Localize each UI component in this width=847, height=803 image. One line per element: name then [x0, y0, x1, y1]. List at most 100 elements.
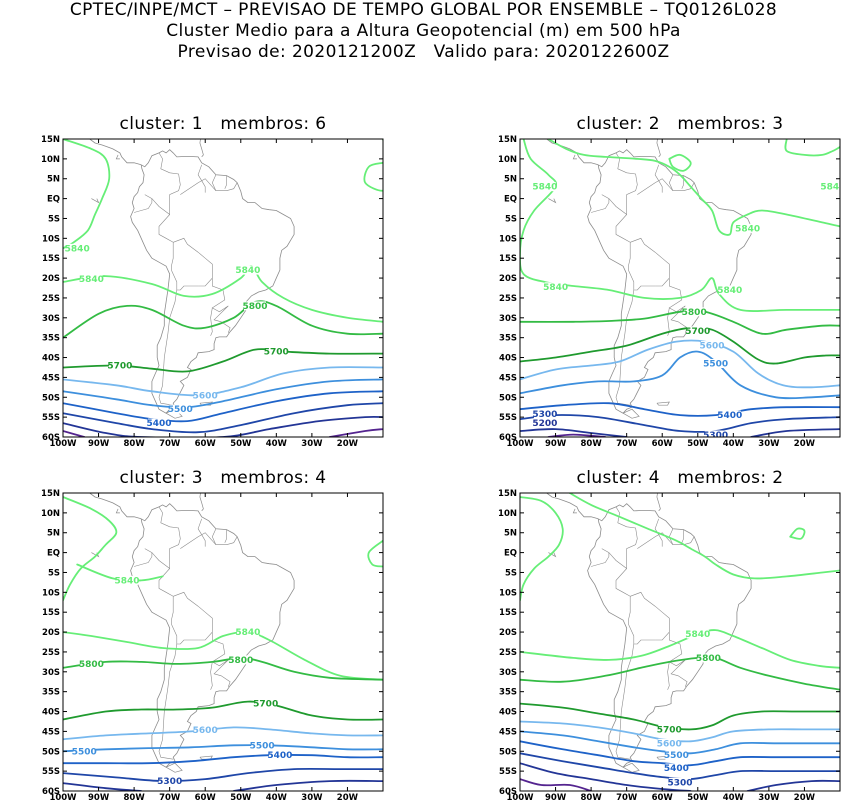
contour-label-5500: 5500 — [703, 360, 728, 370]
country-border — [171, 269, 199, 291]
lon-tick-label: 20W — [794, 793, 816, 803]
lat-tick-label: 50S — [42, 393, 60, 403]
contour-label-5840: 5840 — [717, 286, 742, 296]
contour-label-5400: 5400 — [146, 419, 171, 429]
lon-tick-label: 50W — [230, 439, 252, 449]
country-border — [158, 643, 178, 760]
lat-tick-label: 10N — [498, 509, 517, 519]
main-title-line-3: Previsao de: 2020121200Z Valido para: 20… — [177, 42, 670, 62]
contour-label-5500: 5500 — [250, 741, 275, 751]
panel-title-cluster-1: cluster: 1 membros: 6 — [119, 114, 327, 134]
lat-tick-label: 10N — [41, 509, 60, 519]
lat-tick-label: 10S — [499, 234, 517, 244]
lon-tick-label: 30W — [301, 793, 323, 803]
lon-tick-label: 100W — [506, 793, 534, 803]
panel-title-cluster-2: cluster: 2 membros: 3 — [576, 114, 784, 134]
contour-label-bg — [66, 243, 89, 253]
lon-tick-label: 60W — [195, 439, 217, 449]
contour-label-bg — [533, 182, 556, 192]
contour-label-5700: 5700 — [253, 700, 278, 710]
island-outline — [91, 198, 100, 204]
lon-tick-label: 70W — [159, 793, 181, 803]
contour-5840 — [363, 139, 383, 192]
contour-5600 — [520, 720, 840, 743]
contour-5400 — [520, 740, 840, 767]
contour-label-bg — [658, 738, 681, 748]
island-outline — [199, 139, 204, 158]
lat-tick-label: 60S — [499, 433, 517, 443]
lat-tick-label: 35S — [499, 688, 517, 698]
lon-tick-label: 90W — [88, 439, 110, 449]
contour-5840 — [520, 496, 564, 602]
lon-tick-label: 90W — [545, 793, 567, 803]
lat-tick-label: 50S — [499, 393, 517, 403]
country-border — [654, 164, 663, 193]
contour-label-bg — [704, 359, 727, 368]
island-outline — [548, 198, 557, 204]
lat-tick-label: 5S — [48, 569, 60, 579]
lon-tick-label: 50W — [687, 793, 709, 803]
contour-5840 — [63, 139, 111, 250]
island-outline — [165, 762, 183, 773]
lat-tick-label: 55S — [499, 767, 517, 777]
contour-5700 — [520, 326, 840, 365]
lat-tick-label: 20S — [499, 274, 517, 284]
country-border — [180, 178, 238, 195]
contour-5840 — [784, 139, 840, 157]
island-outline — [572, 154, 577, 160]
contour-label-bg — [229, 655, 252, 665]
contour-5840 — [568, 493, 840, 580]
lat-tick-label: 15S — [42, 254, 60, 264]
contour-5400 — [63, 390, 383, 423]
country-border — [591, 552, 610, 567]
contour-5840 — [367, 539, 383, 568]
contour-5200 — [232, 779, 383, 791]
country-border — [211, 174, 217, 191]
contour-label-bg — [821, 182, 840, 192]
map-frame — [62, 138, 384, 438]
contour-label-5500: 5500 — [664, 751, 689, 761]
contour-label-5500: 5500 — [72, 747, 97, 757]
contour-label-bg — [80, 274, 103, 284]
island-outline — [115, 508, 120, 514]
contour-label-5300: 5300 — [532, 410, 557, 420]
map-panel-cluster-4: 5840 5800 5700 5600 5500 5400 5300 15N 10N 5N EQ 5S… — [498, 489, 841, 803]
contour-label-5840: 5840 — [532, 183, 557, 193]
contour-label-bg — [669, 777, 691, 787]
contour-label-5700: 5700 — [657, 725, 682, 735]
lat-tick-label: 10N — [498, 155, 517, 165]
south-america-coastline — [587, 503, 752, 768]
contour-label-bg — [236, 627, 259, 637]
contour-label-5400: 5400 — [267, 751, 292, 761]
lat-tick-label: 25S — [499, 294, 517, 304]
country-border — [224, 529, 227, 543]
contour-5800 — [63, 657, 383, 681]
contour-5800 — [520, 309, 840, 335]
contour-label-bg — [718, 285, 741, 295]
lat-tick-label: 10S — [499, 588, 517, 598]
lon-tick-label: 90W — [545, 439, 567, 449]
lon-tick-label: 100W — [49, 439, 77, 449]
lat-tick-label: 20S — [499, 628, 517, 638]
contour-label-5800: 5800 — [242, 302, 267, 312]
country-border — [158, 506, 181, 569]
lat-tick-label: 40S — [42, 354, 60, 364]
contour-label-bg — [704, 430, 727, 437]
lon-tick-label: 70W — [616, 793, 638, 803]
lon-tick-label: 40W — [723, 439, 745, 449]
lat-tick-label: EQ — [47, 549, 60, 559]
contour-label-5200: 5200 — [532, 419, 557, 429]
lon-tick-label: 40W — [266, 793, 288, 803]
contour-label-5300: 5300 — [667, 778, 692, 788]
contour-label-bg — [544, 282, 567, 292]
lat-tick-label: 10S — [42, 588, 60, 598]
lon-tick-label: 70W — [616, 439, 638, 449]
contour-label-5840: 5840 — [235, 628, 260, 638]
central-america-coastline — [88, 493, 142, 520]
island-outline — [199, 493, 204, 512]
contour-label-bg — [116, 575, 138, 585]
contour-label-bg — [158, 776, 181, 786]
contour-5840 — [63, 265, 383, 323]
